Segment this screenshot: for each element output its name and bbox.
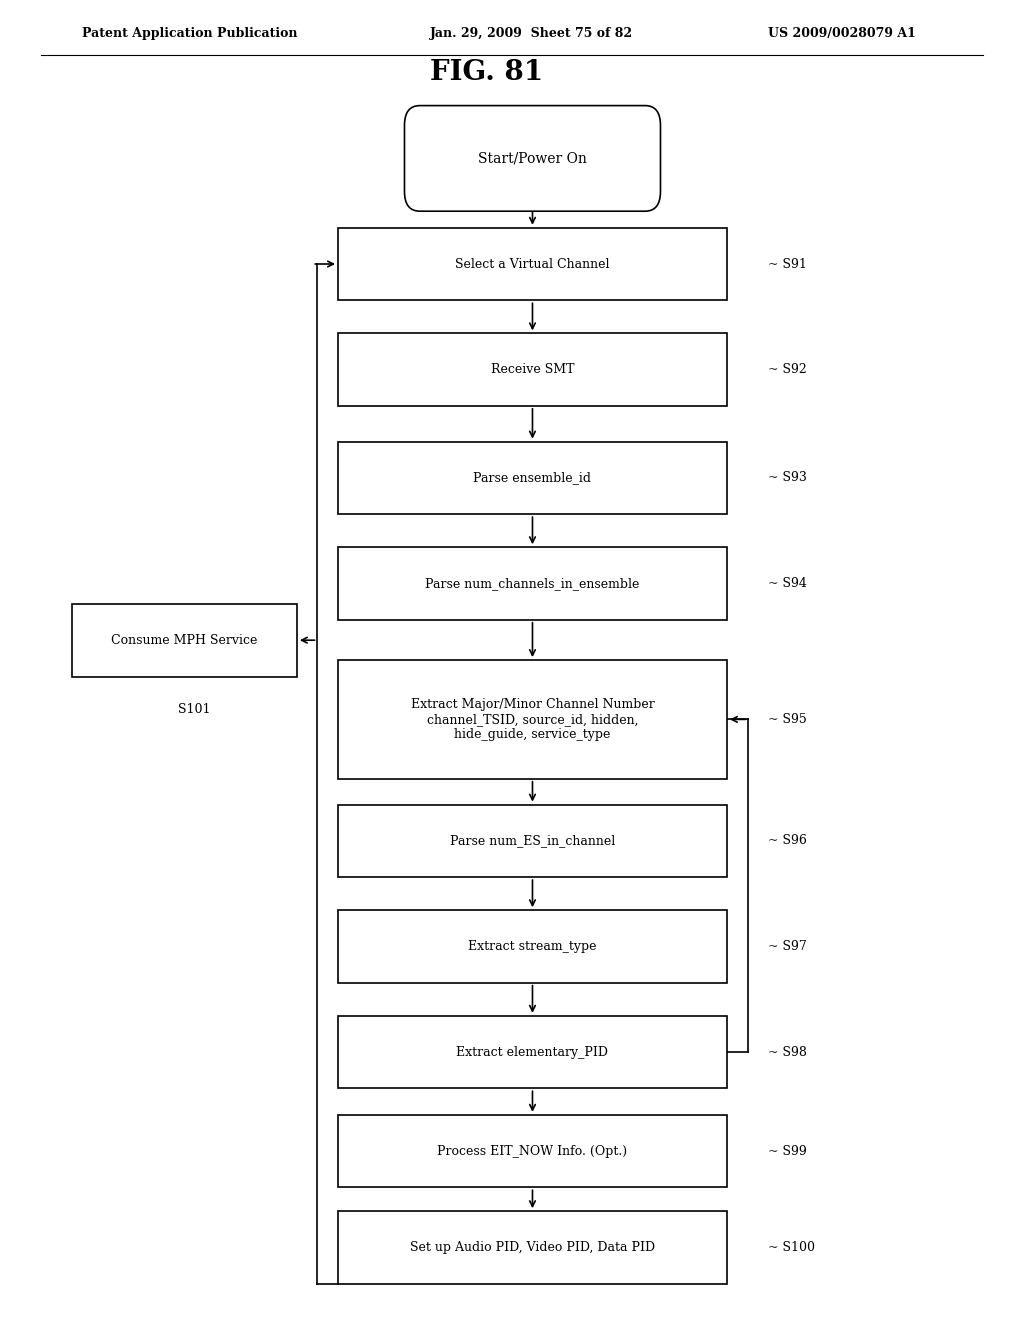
FancyBboxPatch shape — [404, 106, 660, 211]
Text: ~ S96: ~ S96 — [768, 834, 807, 847]
Text: Jan. 29, 2009  Sheet 75 of 82: Jan. 29, 2009 Sheet 75 of 82 — [430, 26, 633, 40]
Text: Consume MPH Service: Consume MPH Service — [112, 634, 257, 647]
Text: ~ S92: ~ S92 — [768, 363, 807, 376]
Text: Process EIT_NOW Info. (Opt.): Process EIT_NOW Info. (Opt.) — [437, 1144, 628, 1158]
Text: ~ S97: ~ S97 — [768, 940, 807, 953]
FancyBboxPatch shape — [338, 227, 727, 300]
Text: Set up Audio PID, Video PID, Data PID: Set up Audio PID, Video PID, Data PID — [410, 1241, 655, 1254]
Text: Receive SMT: Receive SMT — [490, 363, 574, 376]
Text: ~ S99: ~ S99 — [768, 1144, 807, 1158]
Text: US 2009/0028079 A1: US 2009/0028079 A1 — [768, 26, 915, 40]
FancyBboxPatch shape — [338, 805, 727, 878]
Text: Extract Major/Minor Channel Number
channel_TSID, source_id, hidden,
hide_guide, : Extract Major/Minor Channel Number chann… — [411, 698, 654, 741]
Text: ~ S98: ~ S98 — [768, 1045, 807, 1059]
FancyBboxPatch shape — [72, 605, 297, 676]
FancyBboxPatch shape — [338, 660, 727, 779]
FancyBboxPatch shape — [338, 333, 727, 407]
Text: Parse num_channels_in_ensemble: Parse num_channels_in_ensemble — [425, 577, 640, 590]
Text: ~ S95: ~ S95 — [768, 713, 807, 726]
Text: ~ S94: ~ S94 — [768, 577, 807, 590]
Text: ~ S91: ~ S91 — [768, 257, 807, 271]
Text: Parse ensemble_id: Parse ensemble_id — [473, 471, 592, 484]
FancyBboxPatch shape — [338, 911, 727, 982]
FancyBboxPatch shape — [338, 1212, 727, 1283]
Text: S101: S101 — [178, 704, 211, 715]
FancyBboxPatch shape — [338, 441, 727, 513]
Text: Patent Application Publication: Patent Application Publication — [82, 26, 297, 40]
Text: FIG. 81: FIG. 81 — [430, 59, 543, 86]
Text: Parse num_ES_in_channel: Parse num_ES_in_channel — [450, 834, 615, 847]
Text: Start/Power On: Start/Power On — [478, 152, 587, 165]
Text: ~ S93: ~ S93 — [768, 471, 807, 484]
FancyBboxPatch shape — [338, 546, 727, 619]
Text: ~ S100: ~ S100 — [768, 1241, 815, 1254]
Text: Select a Virtual Channel: Select a Virtual Channel — [456, 257, 609, 271]
Text: Extract elementary_PID: Extract elementary_PID — [457, 1045, 608, 1059]
FancyBboxPatch shape — [338, 1016, 727, 1088]
Text: Extract stream_type: Extract stream_type — [468, 940, 597, 953]
FancyBboxPatch shape — [338, 1114, 727, 1188]
